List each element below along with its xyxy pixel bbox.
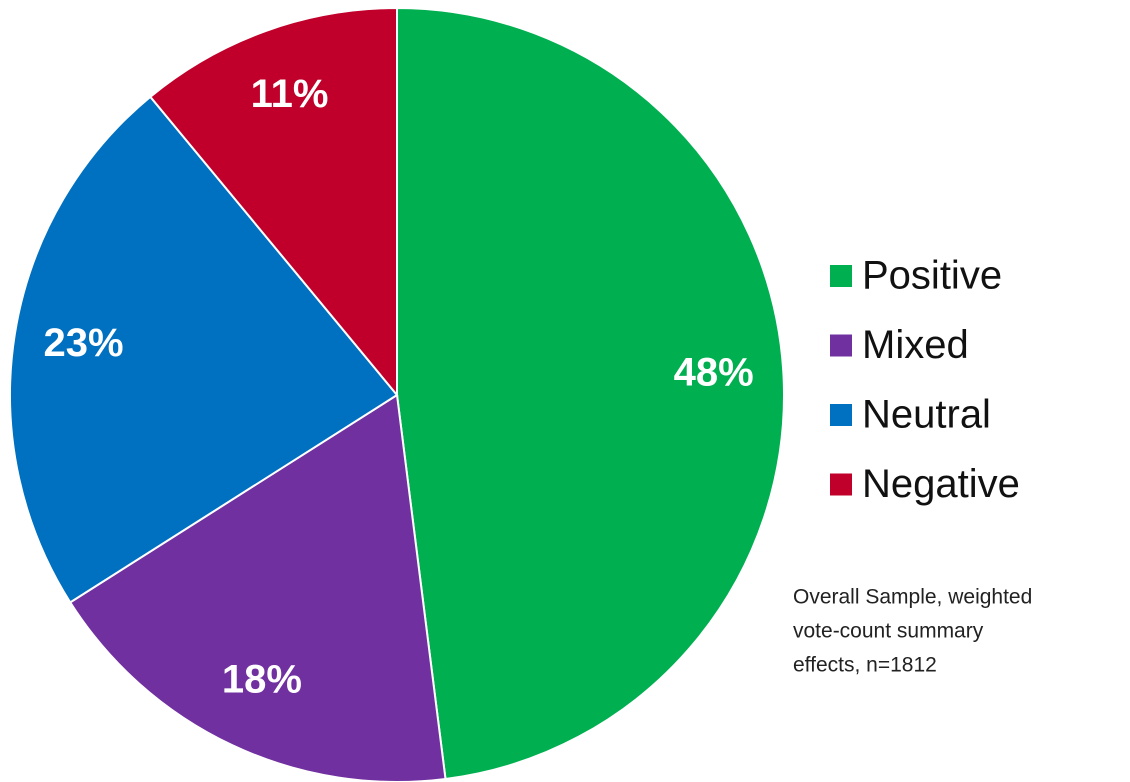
- legend-label: Negative: [862, 462, 1020, 506]
- value-label: 11%: [251, 72, 329, 116]
- legend-swatch: [830, 265, 852, 287]
- legend-swatch: [830, 404, 852, 426]
- annotation: Overall Sample, weighted: [793, 586, 1032, 609]
- pie-slice: [148, 6, 398, 398]
- value-label: 18%: [222, 658, 302, 702]
- value-label: 23%: [44, 321, 124, 365]
- annotation: vote-count summary: [793, 620, 984, 643]
- value-label: 48%: [674, 351, 754, 395]
- pie-slice: [396, 6, 785, 781]
- legend-swatch: [830, 334, 852, 357]
- legend-swatch: [830, 473, 852, 496]
- legend-label: Positive: [862, 254, 1002, 298]
- legend-label: Neutral: [862, 393, 991, 437]
- legend-label: Mixed: [862, 323, 969, 367]
- pie-slice: [9, 95, 399, 604]
- annotation: effects, n=1812: [793, 654, 937, 677]
